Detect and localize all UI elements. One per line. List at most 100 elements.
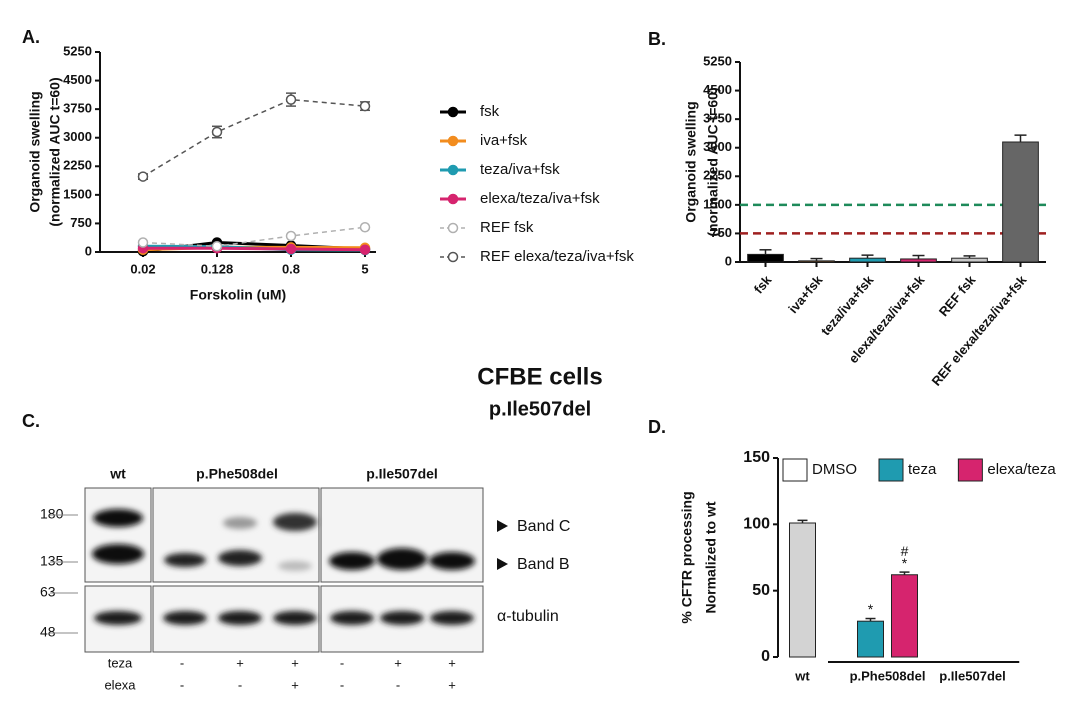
- band-label: α-tubulin: [497, 608, 559, 625]
- significance-mark: *: [902, 555, 908, 571]
- legend-marker: [447, 193, 459, 205]
- y-tick-label: 2250: [63, 158, 92, 173]
- bar: [951, 257, 988, 263]
- y-tick-label: 3000: [703, 139, 732, 154]
- legend-marker: [447, 222, 459, 234]
- y-tick-label: 750: [70, 215, 92, 230]
- point: [359, 100, 371, 112]
- figure-title: CFBE cells: [477, 363, 602, 390]
- mw-marker: 180: [40, 506, 64, 522]
- treatment-label: elexa: [104, 677, 136, 692]
- bar: [798, 260, 835, 263]
- point: [137, 237, 149, 248]
- x-tick-label: 5: [361, 261, 368, 276]
- y-tick-label: 0: [85, 243, 92, 258]
- band-label: Band B: [517, 556, 569, 573]
- legend-label: elexa/teza: [987, 461, 1056, 478]
- error-bar: [912, 254, 925, 259]
- x-tick-label: p.Phe508del: [850, 668, 926, 683]
- y-axis-label: (normalized AUC t=60): [47, 77, 63, 226]
- arrow: [497, 520, 508, 532]
- error-bar: [861, 254, 874, 259]
- y-tick-label: 50: [752, 582, 770, 599]
- bar: [789, 522, 816, 658]
- bar: [857, 620, 884, 658]
- legend-label: teza/iva+fsk: [480, 161, 560, 178]
- legend-label: DMSO: [812, 461, 857, 478]
- point: [285, 94, 297, 105]
- y-tick-label: 5250: [703, 53, 732, 68]
- significance-mark: *: [868, 601, 874, 617]
- y-tick-label: 150: [743, 449, 770, 466]
- error-bar: [899, 571, 910, 575]
- point: [285, 243, 297, 255]
- lane-header: p.Ile507del: [366, 466, 438, 482]
- treatment-sign: +: [236, 655, 244, 670]
- chart: A. Organoid swelling (normalized AUC t=60)…: [22, 27, 634, 303]
- mw-marker: 135: [40, 553, 64, 569]
- legend-swatch: [957, 458, 983, 482]
- figure-subtitle: p.Ile507del: [489, 398, 591, 420]
- treatment-sign: -: [396, 677, 400, 692]
- y-tick-label: 5250: [63, 43, 92, 58]
- y-tick-label: 0: [761, 648, 770, 665]
- bar: [900, 258, 937, 263]
- mw-marker: 63: [40, 584, 56, 600]
- point: [211, 241, 223, 252]
- x-tick-label: iva+fsk: [785, 272, 826, 316]
- legend-label: fsk: [480, 103, 500, 120]
- x-tick-label: p.Ile507del: [939, 668, 1005, 683]
- x-tick-label: 0.128: [201, 261, 234, 276]
- point: [137, 171, 149, 182]
- lane-header: p.Phe508del: [196, 466, 278, 482]
- error-bar: [759, 249, 772, 255]
- treatment-sign: -: [180, 655, 184, 670]
- y-tick-label: 0: [725, 253, 732, 268]
- panel-label: B.: [648, 29, 666, 49]
- legend-marker: [447, 164, 459, 176]
- bar: [891, 574, 918, 658]
- point: [359, 221, 371, 233]
- significance-mark: #: [901, 543, 909, 559]
- y-tick-label: 100: [743, 516, 770, 533]
- series-line: [143, 246, 366, 252]
- treatment-sign: +: [394, 655, 402, 670]
- y-tick-label: 1500: [703, 196, 732, 211]
- treatment-label: teza: [108, 655, 133, 670]
- panel-label: D.: [648, 417, 666, 437]
- y-tick-label: 4500: [63, 72, 92, 87]
- treatment-sign: +: [291, 677, 299, 692]
- panel-label: A.: [22, 27, 40, 47]
- y-tick-label: 750: [710, 225, 732, 240]
- series-line: [142, 98, 366, 178]
- treatment-sign: -: [180, 677, 184, 692]
- arrow: [497, 558, 508, 570]
- legend-label: iva+fsk: [480, 132, 528, 149]
- x-tick-label: 0.8: [282, 261, 300, 276]
- x-tick-label: 0.02: [130, 261, 155, 276]
- error-bar: [963, 255, 976, 259]
- y-axis-label: % CFTR processing: [679, 491, 695, 623]
- legend-marker: [447, 135, 459, 147]
- x-tick-label: REF elexa/teza/iva+fsk: [929, 272, 1030, 389]
- x-axis-label: Forskolin (uM): [190, 287, 286, 303]
- band-label: Band C: [517, 518, 570, 535]
- chart: D. % CFTR processing Normalized to wt 0 50 10…: [648, 417, 1056, 684]
- treatment-sign: -: [340, 655, 344, 670]
- y-axis-label: Normalized to wt: [703, 501, 719, 613]
- point: [211, 126, 223, 138]
- error-bar: [810, 257, 823, 261]
- legend-swatch: [878, 458, 904, 482]
- y-tick-label: 4500: [703, 82, 732, 97]
- legend-marker: [447, 251, 459, 263]
- error-bar: [1014, 134, 1027, 142]
- panel-label: C.: [22, 411, 40, 431]
- y-axis-label: Organoid swelling: [27, 91, 43, 212]
- bar: [849, 257, 886, 263]
- y-axis-label: (normalized AUC t=60): [705, 87, 721, 236]
- point: [359, 244, 371, 255]
- error-bar: [865, 617, 876, 622]
- bands: [92, 509, 475, 625]
- error-bar: [797, 519, 808, 524]
